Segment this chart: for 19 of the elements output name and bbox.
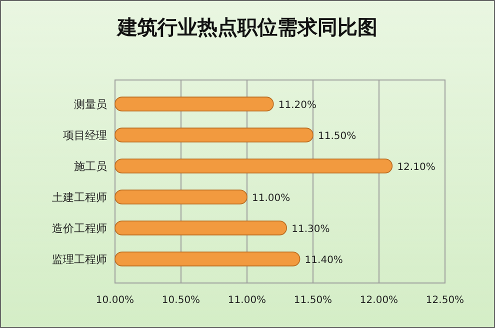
data-label: 11.20% [278,100,317,112]
y-tick-label: 监理工程师 [52,252,107,266]
y-tick-label: 项目经理 [63,129,107,142]
x-tick-label: 10.00% [96,295,134,306]
x-tick-label: 11.50% [294,295,332,306]
data-label: 11.40% [304,254,343,266]
x-tick-label: 10.50% [162,295,200,306]
data-label: 11.50% [318,131,356,142]
y-tick-label: 测量员 [74,98,107,112]
y-tick-label: 施工员 [74,160,107,174]
x-tick-label: 11.00% [228,295,266,306]
data-label: 11.00% [252,192,290,204]
data-label: 11.30% [292,224,330,235]
x-tick-label: 12.50% [426,295,464,306]
data-label: 12.10% [397,162,436,174]
x-tick-label: 12.00% [360,295,398,306]
y-tick-label: 造价工程师 [52,222,107,235]
chart-title: 建筑行业热点职位需求同比图 [116,15,378,39]
y-tick-label: 土建工程师 [52,190,107,204]
